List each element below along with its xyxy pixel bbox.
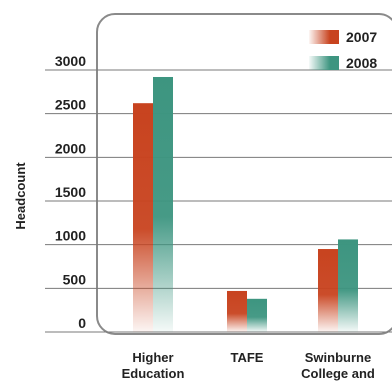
bar-2008-2 xyxy=(338,239,358,332)
y-tick-label: 2500 xyxy=(55,97,86,113)
bar-2008-0 xyxy=(153,76,173,332)
legend-swatch xyxy=(309,56,339,70)
y-tick-label: 3000 xyxy=(55,53,86,69)
legend-label: 2008 xyxy=(346,55,377,71)
bar-2007-0 xyxy=(133,103,153,332)
y-tick-label: 1000 xyxy=(55,228,86,244)
x-category-labels: Higher Education TAFE Swinburne College and xyxy=(122,350,375,381)
y-tick-labels: 0 500 1000 1500 2000 2500 3000 xyxy=(55,53,86,331)
y-tick-label: 2000 xyxy=(55,140,86,156)
y-tick-label: 500 xyxy=(63,271,87,287)
legend-label: 2007 xyxy=(346,29,377,45)
y-tick-label: 1500 xyxy=(55,184,86,200)
x-category-label: TAFE xyxy=(231,350,264,365)
legend-swatch xyxy=(309,30,339,44)
x-category-label: Higher Education xyxy=(122,350,185,381)
y-tick-label: 0 xyxy=(78,315,86,331)
legend: 2007 2008 xyxy=(309,29,377,71)
x-category-label: Swinburne College and xyxy=(301,350,375,381)
bar-2007-2 xyxy=(318,249,338,332)
bar-2008-1 xyxy=(247,298,267,332)
bar-2007-1 xyxy=(227,290,247,332)
y-axis-label: Headcount xyxy=(13,162,28,230)
bars xyxy=(133,76,358,332)
